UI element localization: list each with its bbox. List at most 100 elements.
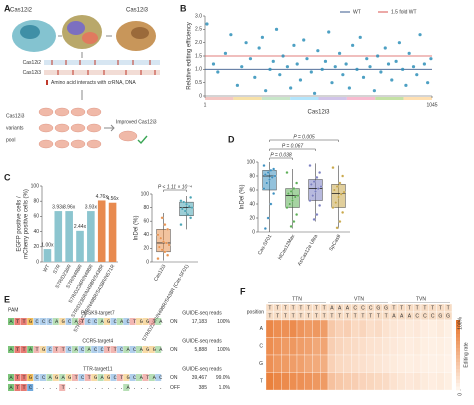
base-cell [65,346,72,353]
base-cell [78,346,85,353]
x-tick-label: 1045 [426,102,437,108]
read-percent: 1.0% [219,385,231,391]
base-cell [40,374,46,381]
point [266,216,270,220]
point [156,233,160,237]
track-label: Cas12i3 [23,70,42,76]
point [344,62,348,66]
heat-cell [358,372,367,391]
colorbar-step [456,337,460,342]
heat-cell [389,319,398,338]
heat-cell [389,354,398,373]
base-cell [155,346,162,353]
point [335,185,339,188]
base-cell [59,374,66,381]
legend-mark [46,80,48,85]
base-cell [129,318,136,325]
header-letter: T [377,313,380,319]
y-tick-label: 80 [143,205,149,211]
point [291,199,294,202]
heat-cell [436,372,445,391]
x-tick-label: 1 [204,102,207,108]
base-cell [20,374,27,381]
base-cell [59,318,66,325]
x-tick-label: S7R [52,263,62,275]
point [334,201,338,205]
heat-cell [281,372,290,391]
heat-cell [335,372,344,391]
heat-cell [382,372,391,391]
group-label: TVN [416,296,426,302]
header-letter: A [392,313,396,319]
base-cell [40,346,46,353]
base-cell [33,318,40,325]
heat-cell [320,372,329,391]
point [288,202,292,206]
heat-cell [296,337,305,356]
point [394,59,398,63]
colorbar-step [456,320,460,324]
arrow [104,124,115,132]
y-tick-label: 0.5 [195,80,202,86]
point [311,194,315,198]
heat-cell [420,319,429,338]
point [185,202,188,206]
y-tick-label: 40 [33,229,39,235]
heat-cell [296,354,305,373]
header-letter: T [423,305,426,311]
base-cell [104,374,110,381]
heat-cell [265,337,274,356]
target-name: PCSK9-target7 [81,310,115,316]
point [341,210,345,214]
row-label: G [259,361,263,367]
heat-cell [420,337,429,356]
colorbar-step [456,362,460,366]
colorbar-step [456,369,460,373]
base-cell [110,318,117,325]
base-cell [110,346,117,353]
base-cell [46,374,53,381]
heat-cell [351,337,360,356]
point [341,73,345,77]
x-tick-label: S7R/D236R/N498R/S438R (Cas-SF01) [141,263,190,342]
base-cell [27,318,34,325]
colorbar-step [456,334,460,338]
header-letter: T [284,313,287,319]
y-tick-label: 80 [33,199,39,205]
heat-cell [374,337,383,356]
bar [97,200,106,262]
heat-cell [382,354,391,373]
header-letter: T [431,305,434,311]
base-cell [116,374,123,381]
y-tick-label: 60 [143,219,149,225]
header-letter: A [338,305,342,311]
header-letter: T [268,313,271,319]
point [347,86,351,90]
y-tick-label: 0 [146,259,149,265]
x-tick-label: Cas-SF01 [257,233,274,256]
y-tick-label: 20 [143,246,149,252]
point [164,241,168,245]
point [401,67,405,71]
base-cell [148,374,155,381]
y-tick-label: 60 [249,187,255,193]
panel-label: A [4,3,11,13]
point [341,174,345,178]
header-letter: T [323,305,326,311]
base-cell [155,318,162,325]
header-letter: T [315,305,318,311]
point [335,226,339,230]
point [365,57,369,61]
point [179,199,183,203]
colorbar-step [456,365,460,370]
y-tick-label: 0 [199,93,202,99]
base-cell [52,374,59,381]
heat-cell [405,372,414,391]
heat-cell [366,337,375,356]
header-letter: A [346,305,350,311]
heat-cell [428,337,437,356]
target-name: TTR-target11 [83,366,113,372]
header-letter: T [361,313,364,319]
base-cell [84,346,91,353]
fold-label: 4.56x [106,196,119,202]
